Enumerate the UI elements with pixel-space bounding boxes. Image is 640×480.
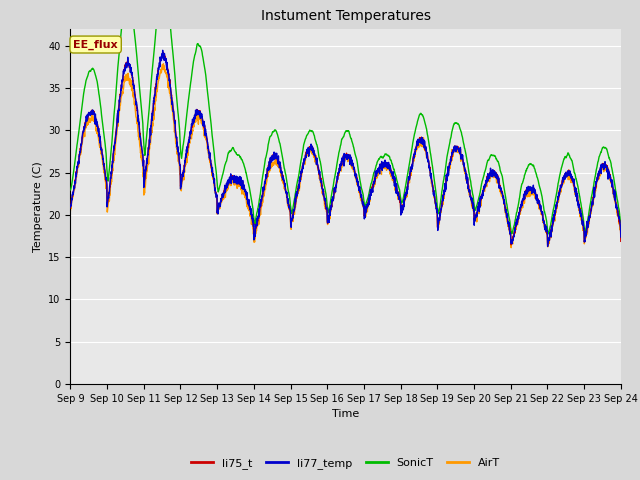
- li75_t: [569, 175, 577, 181]
- li75_t: [374, 168, 381, 174]
- SonicT: [584, 216, 592, 222]
- SonicT: [362, 203, 369, 208]
- Y-axis label: Temperature (C): Temperature (C): [33, 161, 43, 252]
- SonicT: [67, 187, 74, 193]
- Line: SonicT: SonicT: [70, 0, 621, 234]
- Line: li77_temp: li77_temp: [70, 50, 621, 246]
- AirT: [584, 225, 592, 231]
- SonicT: [220, 166, 228, 171]
- X-axis label: Time: Time: [332, 409, 359, 419]
- li77_temp: [362, 210, 369, 216]
- AirT: [362, 214, 369, 220]
- li75_t: [159, 50, 167, 56]
- li75_t: [67, 205, 74, 211]
- AirT: [569, 178, 577, 183]
- SonicT: [617, 220, 625, 226]
- li75_t: [584, 223, 592, 229]
- AirT: [617, 236, 625, 241]
- li75_t: [617, 239, 625, 244]
- li77_temp: [67, 204, 74, 210]
- Line: li75_t: li75_t: [70, 53, 621, 245]
- li75_t: [544, 242, 552, 248]
- li77_temp: [374, 168, 381, 174]
- li77_temp: [569, 179, 577, 184]
- Line: AirT: AirT: [70, 64, 621, 248]
- li77_temp: [584, 225, 592, 230]
- li75_t: [362, 210, 369, 216]
- Text: EE_flux: EE_flux: [74, 39, 118, 49]
- li77_temp: [617, 234, 625, 240]
- SonicT: [506, 217, 513, 223]
- AirT: [506, 228, 513, 233]
- li77_temp: [544, 243, 552, 249]
- SonicT: [374, 158, 381, 164]
- AirT: [67, 208, 74, 214]
- AirT: [220, 191, 228, 196]
- li77_temp: [506, 228, 513, 234]
- Title: Instument Temperatures: Instument Temperatures: [260, 10, 431, 24]
- AirT: [159, 61, 167, 67]
- SonicT: [545, 231, 552, 237]
- SonicT: [569, 161, 577, 167]
- AirT: [508, 245, 515, 251]
- li75_t: [220, 188, 228, 193]
- li77_temp: [220, 191, 228, 196]
- Legend: li75_t, li77_temp, SonicT, AirT: li75_t, li77_temp, SonicT, AirT: [186, 454, 505, 473]
- li77_temp: [159, 48, 166, 53]
- li75_t: [506, 225, 513, 231]
- AirT: [374, 170, 381, 176]
